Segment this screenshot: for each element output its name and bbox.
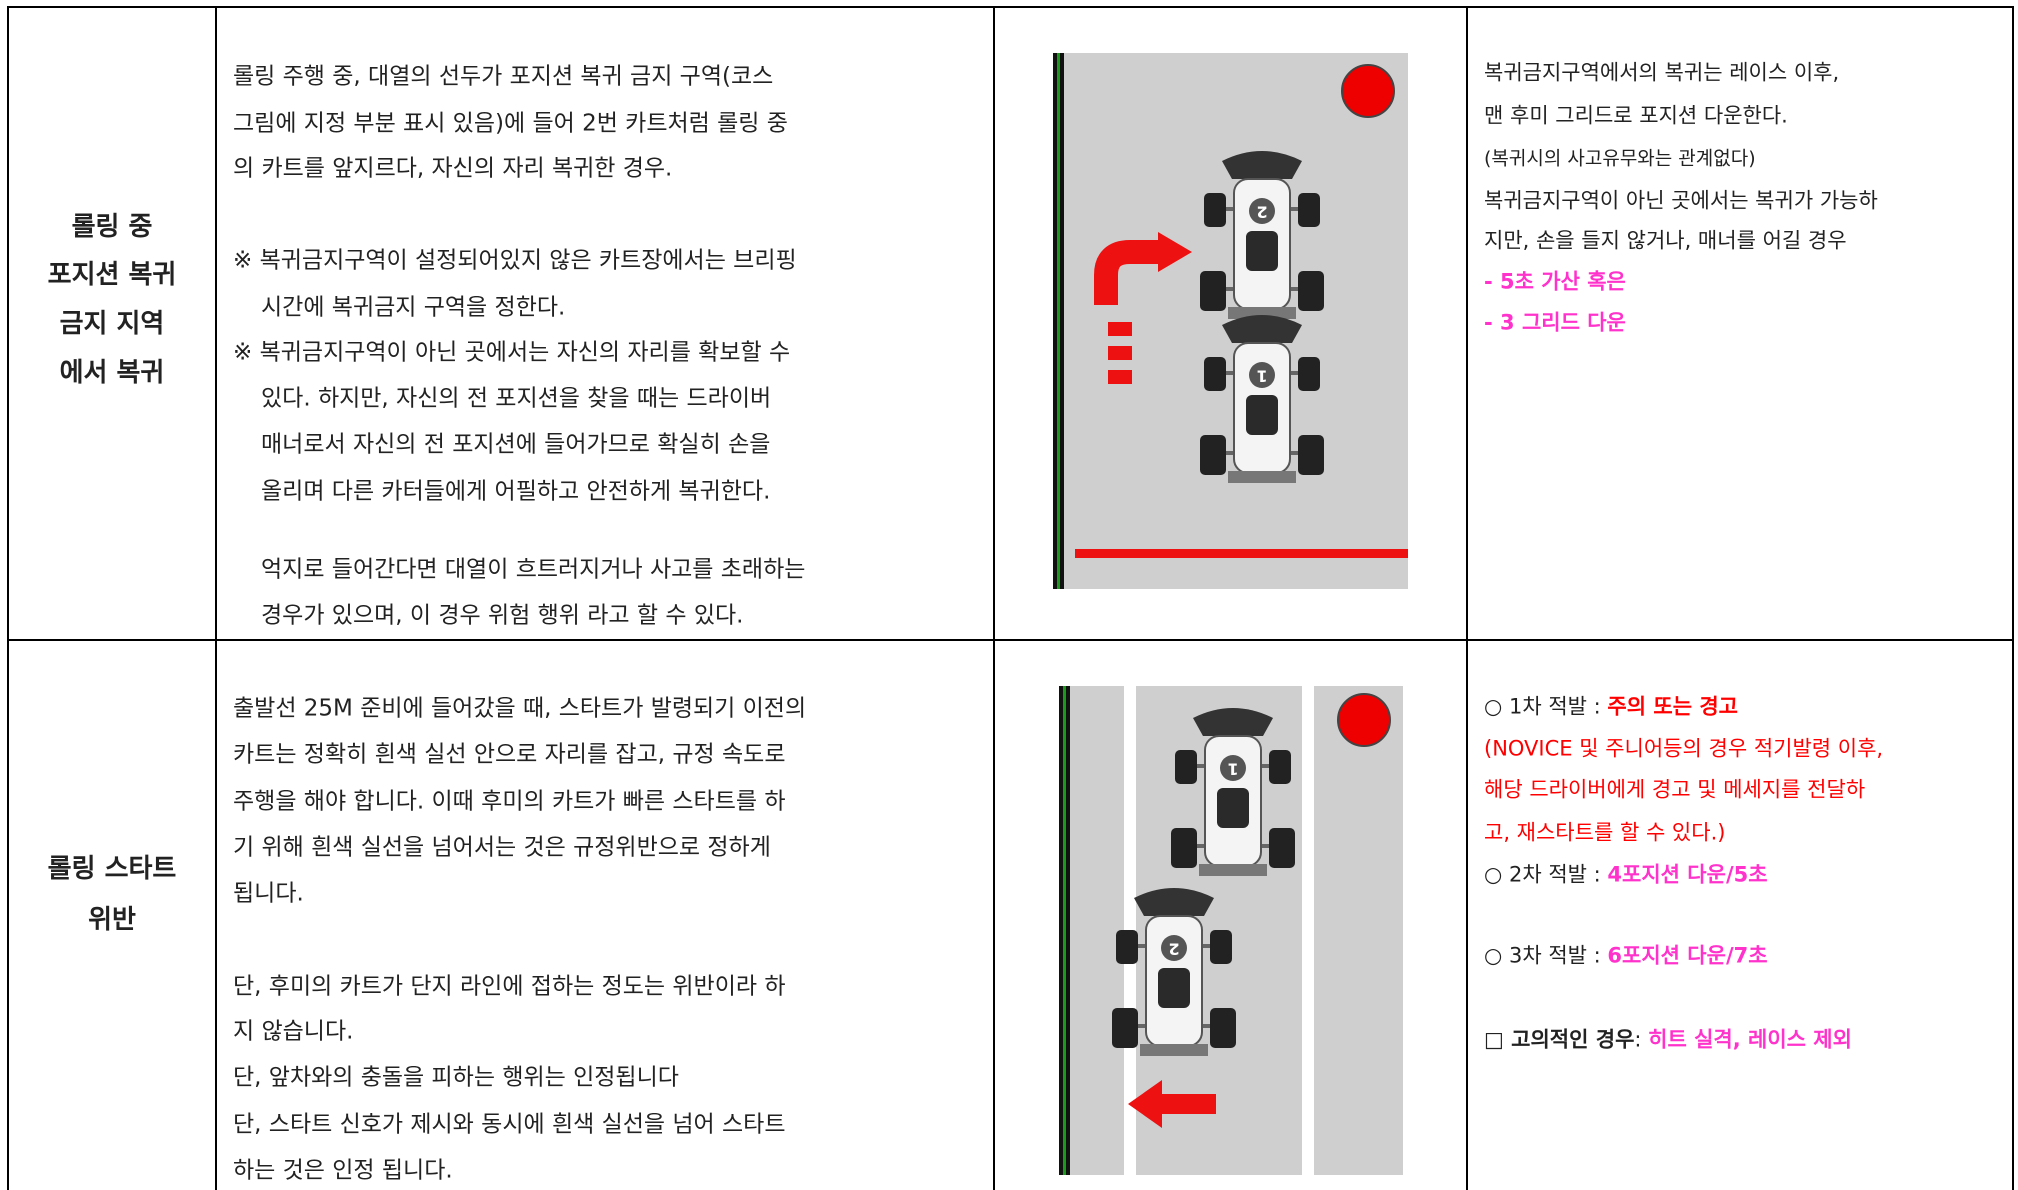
row-title: 롤링 스타트 [47, 854, 177, 884]
penalty-text: 해당 드라이버에게 경고 및 메세지를 전달하 [1484, 777, 1866, 802]
row-title: 에서 복귀 [59, 358, 165, 388]
penalty-text: ○ 1차 적발 : [1484, 694, 1608, 719]
description-line: 단, 후미의 카트가 단지 라인에 접하는 정도는 위반이라 하 [233, 973, 786, 1000]
row-title: 금지 지역 [59, 309, 165, 339]
penalty-line: 지만, 손을 들지 않거나, 매너를 어길 경우 [1484, 228, 1847, 253]
kart: 2 [1112, 888, 1236, 1056]
description-line: 지 않습니다. [233, 1018, 354, 1045]
penalty-text: - 3 그리드 다운 [1484, 310, 1626, 335]
penalty-text: 히트 실격, 레이스 제외 [1648, 1027, 1852, 1052]
penalty-text: 지만, 손을 들지 않거나, 매너를 어길 경우 [1484, 228, 1847, 253]
penalty-line: (복귀시의 사고유무와는 관계없다) [1484, 148, 1756, 169]
penalty-text: 6포지션 다운/7초 [1607, 943, 1768, 968]
penalty-text: - 5초 가산 혹은 [1484, 269, 1626, 294]
penalty-text: : [1634, 1027, 1649, 1052]
penalty-text: 맨 후미 그리드로 포지션 다운한다. [1484, 103, 1788, 128]
row-title: 포지션 복귀 [47, 260, 177, 290]
row-divider [8, 639, 2014, 641]
description-line: 억지로 들어간다면 대열이 흐트러지거나 사고를 초래하는 [261, 556, 806, 583]
description-line: ※ 복귀금지구역이 설정되어있지 않은 카트장에서는 브리핑 [233, 247, 797, 274]
column-divider [1466, 6, 1468, 1190]
row-title: 롤링 중 [71, 212, 153, 242]
penalty-line: 해당 드라이버에게 경고 및 메세지를 전달하 [1484, 777, 1866, 802]
penalty-line: 복귀금지구역이 아닌 곳에서는 복귀가 가능하 [1484, 188, 1878, 213]
penalty-text: 고, 재스타트를 할 수 있다.) [1484, 820, 1726, 845]
penalty-text: 복귀금지구역에서의 복귀는 레이스 이후, [1484, 60, 1840, 85]
penalty-text: 4포지션 다운/5초 [1607, 862, 1768, 887]
kart-number: 1 [1227, 760, 1238, 779]
column-divider [2012, 6, 2014, 1190]
description-line: 그림에 지정 부분 표시 있음)에 들어 2번 카트처럼 롤링 중 [233, 110, 788, 137]
penalty-text: □ 고의적인 경우 [1484, 1027, 1635, 1052]
penalty-text: ○ 3차 적발 : [1484, 943, 1608, 968]
kart: 1 [1200, 315, 1324, 483]
penalty-line: ○ 2차 적발 : 4포지션 다운/5초 [1484, 862, 1768, 887]
description-line: 됩니다. [233, 880, 304, 907]
description-line: 롤링 주행 중, 대열의 선두가 포지션 복귀 금지 구역(코스 [233, 63, 774, 90]
kart: 2 [1200, 151, 1324, 319]
description-line: 하는 것은 인정 됩니다. [233, 1157, 453, 1184]
description-line: 시간에 복귀금지 구역을 정한다. [261, 294, 566, 321]
column-divider [7, 6, 9, 1190]
description-line: 단, 스타트 신호가 제시와 동시에 흰색 실선을 넘어 스타트 [233, 1111, 786, 1138]
row-title: 위반 [88, 905, 136, 935]
penalty-text: 복귀금지구역이 아닌 곳에서는 복귀가 가능하 [1484, 188, 1878, 213]
penalty-line: ○ 3차 적발 : 6포지션 다운/7초 [1484, 943, 1768, 968]
penalty-line: 고, 재스타트를 할 수 있다.) [1484, 820, 1726, 845]
kart-number: 2 [1256, 203, 1267, 222]
penalty-line: □ 고의적인 경우: 히트 실격, 레이스 제외 [1484, 1027, 1852, 1052]
description-line: 단, 앞차와의 충돌을 피하는 행위는 인정됩니다 [233, 1064, 679, 1091]
description-line: 의 카트를 앞지르다, 자신의 자리 복귀한 경우. [233, 155, 673, 182]
description-line: 주행을 해야 합니다. 이때 후미의 카트가 빠른 스타트를 하 [233, 788, 786, 815]
penalty-line: 맨 후미 그리드로 포지션 다운한다. [1484, 103, 1788, 128]
description-line: 경우가 있으며, 이 경우 위험 행위 라고 할 수 있다. [261, 602, 744, 629]
column-divider [993, 6, 995, 1190]
penalty-text: 주의 또는 경고 [1607, 694, 1738, 719]
penalty-line: - 5초 가산 혹은 [1484, 269, 1626, 294]
penalty-text: (NOVICE 및 주니어등의 경우 적기발령 이후, [1484, 736, 1884, 761]
description-line: 카트는 정확히 흰색 실선 안으로 자리를 잡고, 규정 속도로 [233, 741, 786, 768]
kart-number: 1 [1256, 367, 1267, 386]
description-line: 기 위해 흰색 실선을 넘어서는 것은 규정위반으로 정하게 [233, 834, 771, 861]
description-line: ※ 복귀금지구역이 아닌 곳에서는 자신의 자리를 확보할 수 [233, 339, 791, 366]
description-line: 매너로서 자신의 전 포지션에 들어가므로 확실히 손을 [261, 431, 771, 458]
penalty-line: 복귀금지구역에서의 복귀는 레이스 이후, [1484, 60, 1840, 85]
column-divider [215, 6, 217, 1190]
penalty-line: ○ 1차 적발 : 주의 또는 경고 [1484, 694, 1738, 719]
penalty-line: - 3 그리드 다운 [1484, 310, 1626, 335]
penalty-line: (NOVICE 및 주니어등의 경우 적기발령 이후, [1484, 736, 1884, 761]
description-line: 올리며 다른 카터들에게 어필하고 안전하게 복귀한다. [261, 478, 771, 505]
description-line: 있다. 하지만, 자신의 전 포지션을 찾을 때는 드라이버 [261, 385, 772, 412]
kart-number: 2 [1168, 940, 1179, 959]
penalty-text: (복귀시의 사고유무와는 관계없다) [1484, 147, 1756, 170]
kart: 1 [1171, 708, 1295, 876]
diagram-1 [1053, 53, 1408, 589]
table-border [8, 6, 2014, 8]
penalty-text: ○ 2차 적발 : [1484, 862, 1608, 887]
description-line: 출발선 25M 준비에 들어갔을 때, 스타트가 발령되기 이전의 [233, 695, 807, 722]
